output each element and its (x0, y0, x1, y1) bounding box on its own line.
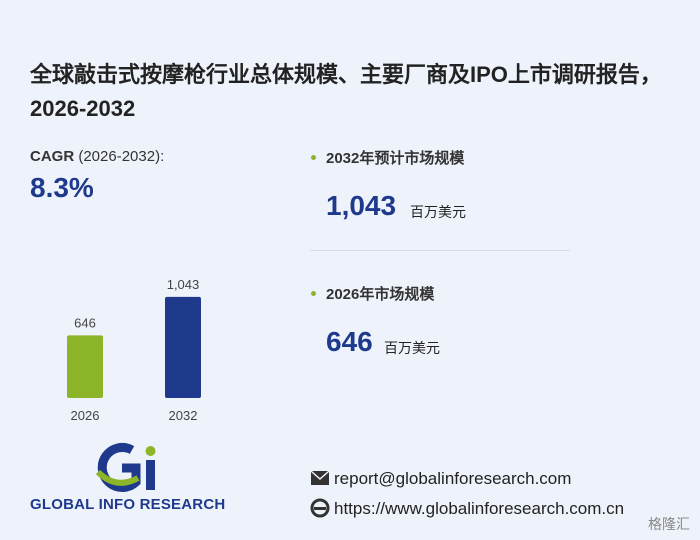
mail-flap (310, 470, 330, 481)
stat-value: 1,043 (326, 190, 397, 221)
divider (310, 250, 570, 251)
bullet (311, 155, 316, 160)
website: https://www.globalinforesearch.com.cn (334, 499, 625, 518)
stat-label: 2026年市场规模 (326, 286, 435, 303)
web-icon (310, 498, 330, 518)
title: 全球敲击式按摩枪行业总体规模、主要厂商及IPO上市调研报告，2026-2032 (30, 62, 662, 121)
stat-unit: 百万美元 (384, 340, 440, 356)
category-label: 2032 (169, 408, 198, 423)
value-label: 1,043 (167, 277, 200, 292)
category-label: 2026 (71, 408, 100, 423)
web-bar (314, 507, 326, 510)
stat-label: 2032年预计市场规模 (326, 150, 465, 167)
web-ring (310, 498, 330, 518)
bar (67, 335, 103, 398)
bar-chart: 646 2026 1,043 2032 (67, 277, 201, 423)
cagr-period: (2026-2032): (78, 148, 165, 165)
logo-dot (145, 446, 156, 456)
watermark: 格隆汇 (648, 516, 690, 532)
logo-i (146, 460, 155, 490)
cagr-name: CAGR (30, 148, 75, 165)
cagr-value: 8.3% (30, 172, 94, 203)
logo-mark (95, 442, 156, 492)
brand-name: GLOBAL INFO RESEARCH (30, 496, 226, 513)
bar (165, 296, 201, 398)
bullet (311, 291, 316, 296)
value-label: 646 (74, 315, 96, 330)
cagr-label: CAGR (2026-2032): (30, 148, 164, 165)
stat-value: 646 (326, 326, 373, 357)
email: report@globalinforesearch.com (334, 469, 572, 488)
mail-icon (310, 470, 330, 485)
stat-unit: 百万美元 (410, 204, 466, 220)
logo-swoosh (95, 469, 140, 486)
